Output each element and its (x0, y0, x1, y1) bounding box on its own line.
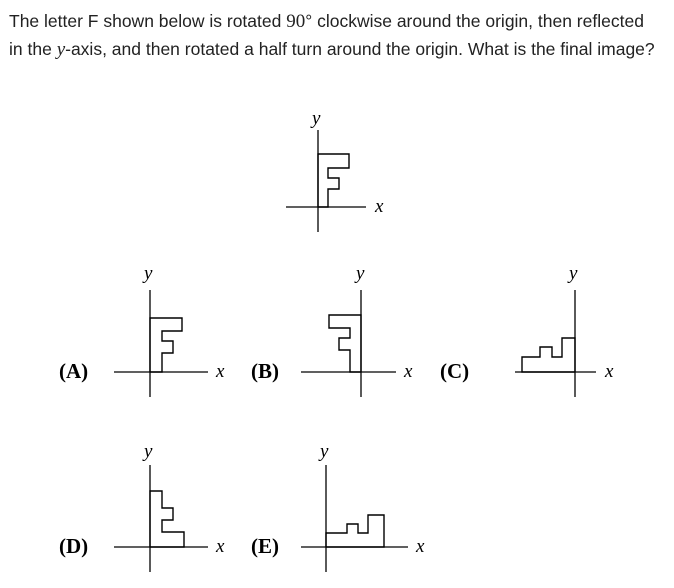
original-x-label: x (374, 196, 384, 217)
option-b-shape (328, 314, 362, 373)
option-e-y-label: y (318, 441, 329, 462)
question-part1: The letter F shown below is rotated (9, 11, 287, 31)
original-y-label: y (310, 108, 321, 129)
option-e-label: (E) (251, 534, 279, 558)
option-b[interactable]: (B) y x (251, 263, 413, 397)
option-c-y-label: y (567, 263, 578, 284)
option-e-x-label: x (415, 536, 425, 557)
option-a[interactable]: (A) y x (59, 263, 225, 397)
option-a-x-label: x (215, 361, 225, 382)
original-figure: y x (286, 108, 384, 232)
option-b-x-label: x (403, 361, 413, 382)
option-d-shape (149, 490, 185, 548)
question-part2: clockwise around the origin, then reflec… (9, 11, 644, 59)
option-c[interactable]: (C) y x (440, 263, 614, 397)
option-c-shape (521, 337, 576, 373)
option-d[interactable]: (D) y x (59, 441, 225, 572)
original-letter-f (317, 153, 350, 208)
option-a-shape (149, 317, 183, 373)
angle-value: 90 (286, 11, 306, 32)
question-part3: -axis, and then rotated a half turn arou… (65, 38, 655, 59)
option-b-label: (B) (251, 359, 279, 383)
option-d-label: (D) (59, 534, 88, 558)
option-d-y-label: y (142, 441, 153, 462)
option-e-shape (325, 514, 385, 548)
question-text: The letter F shown below is rotated 90° … (9, 8, 659, 63)
degree-symbol: ° (305, 11, 313, 31)
option-a-y-label: y (142, 263, 153, 284)
option-d-x-label: x (215, 536, 225, 557)
axis-variable: y (56, 38, 66, 60)
option-e[interactable]: (E) y x (251, 441, 425, 572)
option-a-label: (A) (59, 359, 88, 383)
option-c-label: (C) (440, 359, 469, 383)
option-c-x-label: x (604, 361, 614, 382)
option-b-y-label: y (354, 263, 365, 284)
